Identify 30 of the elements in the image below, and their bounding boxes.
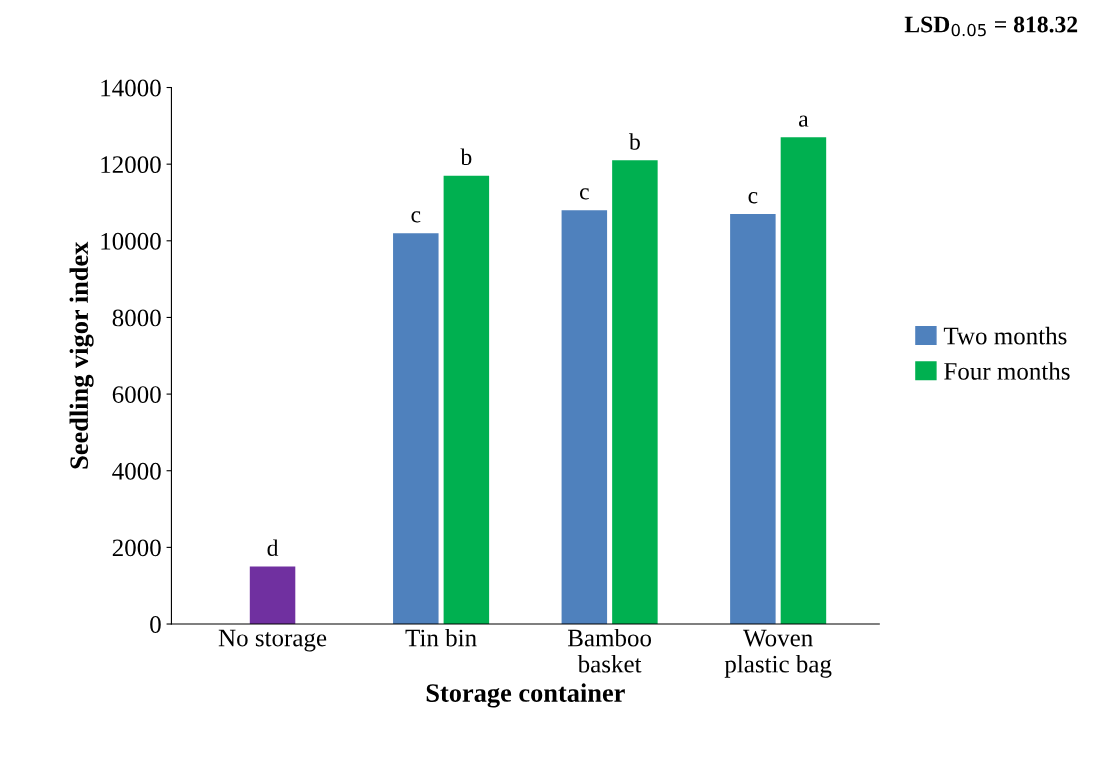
y-tick-label: 12000 xyxy=(101,156,161,174)
x-axis-title: Storage container xyxy=(426,683,625,708)
bar xyxy=(780,137,827,625)
x-tick-label: Tin bin xyxy=(405,628,477,647)
bar xyxy=(443,175,490,625)
x-tick-label: No storage xyxy=(218,629,327,652)
y-tick-label: 8000 xyxy=(112,309,161,327)
data-label: b xyxy=(460,148,472,166)
y-axis-title: Seedling vigor index xyxy=(69,241,94,469)
data-label: b xyxy=(628,133,640,150)
bar xyxy=(730,213,776,625)
y-tick-label: 6000 xyxy=(112,386,161,404)
bar xyxy=(393,233,439,625)
x-tick-label: Bamboo basket xyxy=(567,628,652,673)
y-tick-label: 14000 xyxy=(101,79,161,97)
bar xyxy=(612,160,658,625)
data-label: c xyxy=(748,192,758,204)
data-label: c xyxy=(411,211,421,223)
bar xyxy=(561,210,608,625)
y-tick-label: 4000 xyxy=(112,462,161,480)
legend-label: Four months xyxy=(944,362,1070,380)
y-tick-label: 2000 xyxy=(112,539,161,557)
data-label: d xyxy=(267,539,279,556)
legend-label: Two months xyxy=(943,326,1067,345)
text: LSD$_{0.05}$ = 818.32 xyxy=(904,16,1078,37)
y-tick-label: 0 xyxy=(150,616,161,633)
y-tick-label: 10000 xyxy=(101,232,161,250)
data-label: a xyxy=(799,115,809,127)
x-tick-label: Woven plastic bag xyxy=(724,629,832,678)
data-label: c xyxy=(580,188,589,200)
